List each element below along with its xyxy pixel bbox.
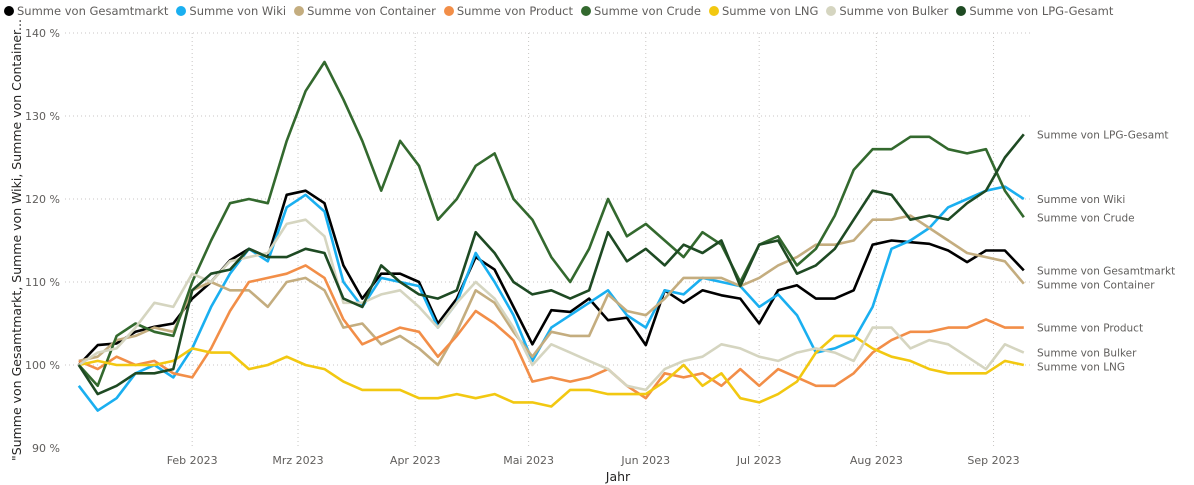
legend-label: Summe von LNG bbox=[721, 4, 819, 18]
y-tick-label: 130 % bbox=[25, 110, 60, 123]
series-lines bbox=[77, 60, 1025, 412]
series-end-label: Summe von Gesamtmarkt bbox=[1037, 265, 1175, 277]
series-line-summe-von-lng[interactable] bbox=[78, 334, 1025, 408]
series-line-summe-von-product[interactable] bbox=[78, 264, 1024, 400]
series-end-label: Summe von Bulker bbox=[1037, 348, 1137, 360]
y-tick-label: 100 % bbox=[25, 359, 60, 372]
legend-item[interactable]: Summe von Wiki bbox=[176, 4, 286, 18]
legend-label: Summe von Bulker bbox=[839, 4, 949, 18]
legend-label: Summe von LPG-Gesamt bbox=[969, 4, 1114, 18]
legend-marker-icon bbox=[708, 6, 719, 16]
legend-marker-icon bbox=[294, 6, 305, 16]
legend-label: Summe von Container bbox=[307, 4, 436, 18]
series-end-labels: Summe von LPG-Gesamt Summe von Wiki Summe … bbox=[1037, 129, 1175, 373]
legend-item[interactable]: Summe von Container bbox=[294, 4, 436, 18]
x-axis-title: Jahr bbox=[605, 469, 631, 484]
legend-item[interactable]: Summe von Bulker bbox=[826, 4, 948, 18]
legend-label: Summe von Product bbox=[456, 4, 573, 18]
y-tick-label: 110 % bbox=[25, 276, 60, 289]
legend-item[interactable]: Summe von Crude bbox=[581, 4, 701, 18]
legend-item[interactable]: Summe von Gesamtmarkt bbox=[4, 4, 168, 18]
x-tick-label: Mai 2023 bbox=[503, 454, 554, 467]
legend-marker-icon bbox=[826, 6, 837, 16]
legend-item[interactable]: Summe von LPG-Gesamt bbox=[956, 4, 1113, 18]
legend-label: Summe von Crude bbox=[594, 4, 701, 18]
series-line-summe-von-bulker[interactable] bbox=[78, 218, 1025, 392]
legend-item[interactable]: Summe von LNG bbox=[708, 4, 819, 18]
y-axis-ticks: 90 % 100 % 110 % 120 % 130 % 140 % bbox=[25, 27, 60, 455]
series-line-summe-von-wiki[interactable] bbox=[77, 185, 1025, 412]
series-end-label: Summe von LNG bbox=[1037, 362, 1125, 374]
x-tick-label: Feb 2023 bbox=[167, 454, 218, 467]
y-tick-label: 90 % bbox=[32, 442, 60, 455]
legend-marker-icon bbox=[443, 6, 454, 16]
series-line-summe-von-crude[interactable] bbox=[77, 60, 1025, 388]
series-end-label: Summe von LPG-Gesamt bbox=[1037, 129, 1169, 141]
legend-label: Summe von Wiki bbox=[189, 4, 287, 18]
x-tick-label: Jul 2023 bbox=[736, 454, 782, 467]
y-tick-label: 140 % bbox=[25, 27, 60, 40]
series-line-summe-von-container[interactable] bbox=[78, 214, 1025, 367]
x-tick-label: Aug 2023 bbox=[850, 454, 903, 467]
x-axis-ticks: Feb 2023 Mrz 2023 Apr 2023 Mai 2023 Jun 2023… bbox=[167, 454, 1020, 467]
series-line-summe-von-lpg-gesamt[interactable] bbox=[77, 133, 1025, 396]
chart-legend: Summe von Gesamtmarkt Summe von Wiki Summe… bbox=[4, 4, 1113, 18]
legend-marker-icon bbox=[581, 6, 591, 16]
series-line-summe-von-gesamtmarkt[interactable] bbox=[77, 189, 1025, 366]
series-end-label: Summe von Product bbox=[1037, 323, 1143, 335]
series-end-label: Summe von Wiki bbox=[1037, 194, 1125, 206]
legend-marker-icon bbox=[956, 6, 967, 16]
legend-marker-icon bbox=[4, 6, 14, 16]
x-tick-label: Jun 2023 bbox=[620, 454, 670, 467]
y-tick-label: 120 % bbox=[25, 193, 60, 206]
legend-item[interactable]: Summe von Product bbox=[443, 4, 573, 18]
series-end-label: Summe von Container bbox=[1037, 279, 1155, 291]
legend-marker-icon bbox=[176, 6, 187, 16]
series-end-label: Summe von Crude bbox=[1037, 212, 1135, 224]
x-tick-label: Apr 2023 bbox=[390, 454, 441, 467]
x-tick-label: Mrz 2023 bbox=[272, 454, 323, 467]
legend-label: Summe von Gesamtmarkt bbox=[17, 4, 169, 18]
y-axis-title: "Summe von Gesamtmarkt, Summe von Wiki, … bbox=[9, 19, 24, 461]
x-tick-label: Sep 2023 bbox=[967, 454, 1019, 467]
